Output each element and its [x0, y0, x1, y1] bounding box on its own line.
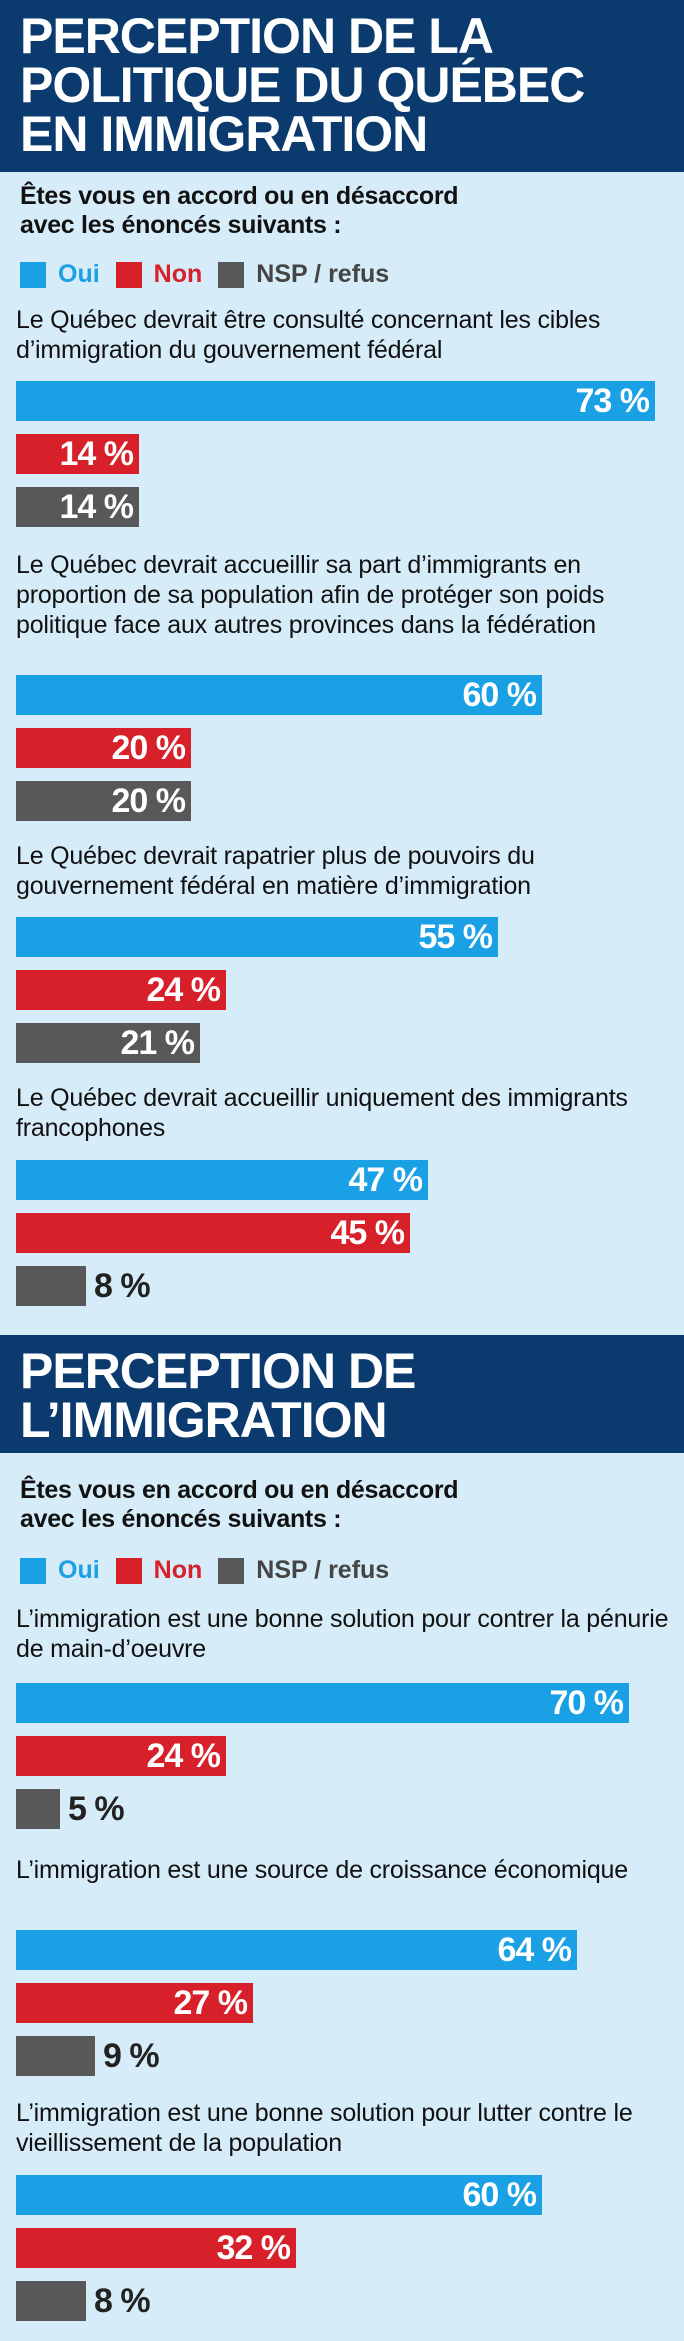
legend-label-nsp-refus: NSP / refus [256, 260, 390, 288]
data-label-nsp-refus: 14 % [59, 488, 134, 526]
data-label-oui: 73 % [575, 382, 650, 420]
title-line: L’IMMIGRATION [20, 1392, 388, 1448]
question-prompt: Êtes vous en accord ou en désaccord avec … [20, 1476, 459, 1534]
bar-nsp-refus [16, 1266, 86, 1306]
data-label-nsp-refus: 5 % [68, 1790, 125, 1828]
legend-swatch-non [115, 1557, 142, 1584]
bar-non: 24 % [16, 1736, 226, 1776]
data-label-non: 32 % [216, 2229, 291, 2267]
question-text: L’immigration est une bonne solution pou… [16, 1605, 669, 1663]
question-prompt: Êtes vous en accord ou en désaccord avec … [20, 182, 459, 240]
bar-nsp-refus: 14 % [16, 487, 139, 527]
section-title: PERCEPTION DE LA POLITIQUE DU QUÉBEC EN IM… [0, 0, 684, 172]
legend: Oui Non NSP / refus [20, 1556, 405, 1585]
data-label-oui: 47 % [348, 1161, 423, 1199]
bar-non: 20 % [16, 728, 191, 768]
legend: Oui Non NSP / refus [20, 260, 405, 289]
data-label-nsp-refus: 20 % [111, 782, 186, 820]
legend-swatch-oui [20, 1557, 46, 1584]
legend-label-oui: Oui [58, 260, 100, 288]
legend-swatch-nsp-refus [218, 1557, 245, 1584]
bar-non: 45 % [16, 1213, 410, 1253]
bar-nsp-refus [16, 2281, 86, 2321]
title-line: POLITIQUE DU QUÉBEC [20, 57, 585, 113]
bar-nsp-refus [16, 1789, 60, 1829]
data-label-oui: 60 % [462, 676, 537, 714]
question-text: Le Québec devrait accueillir uniquement … [16, 1084, 628, 1142]
prompt-line: Êtes vous en accord ou en désaccord [20, 182, 459, 210]
bar-oui: 73 % [16, 381, 655, 421]
data-label-oui: 55 % [418, 918, 493, 956]
bar-oui: 64 % [16, 1930, 577, 1970]
prompt-line: Êtes vous en accord ou en désaccord [20, 1476, 459, 1504]
data-label-nsp-refus: 8 % [94, 2282, 151, 2320]
data-label-oui: 64 % [497, 1931, 572, 1969]
data-label-non: 20 % [111, 729, 186, 767]
bar-non: 32 % [16, 2228, 296, 2268]
legend-swatch-non [115, 261, 142, 288]
legend-swatch-nsp-refus [218, 261, 245, 288]
legend-label-oui: Oui [58, 1556, 100, 1584]
title-line: PERCEPTION DE [20, 1343, 416, 1399]
prompt-line: avec les énoncés suivants : [20, 1505, 342, 1533]
bar-oui: 60 % [16, 675, 542, 715]
bar-oui: 60 % [16, 2175, 542, 2215]
data-label-nsp-refus: 9 % [103, 2037, 160, 2075]
question-text: L’immigration est une source de croissan… [16, 1856, 628, 1884]
data-label-oui: 70 % [549, 1684, 624, 1722]
question-text: Le Québec devrait rapatrier plus de pouv… [16, 842, 535, 900]
bar-nsp-refus [16, 2036, 95, 2076]
legend-label-non: Non [153, 260, 203, 288]
data-label-nsp-refus: 8 % [94, 1267, 151, 1305]
question-text: Le Québec devrait être consulté concerna… [16, 306, 601, 364]
title-line: EN IMMIGRATION [20, 106, 428, 162]
bar-oui: 70 % [16, 1683, 629, 1723]
section-title: PERCEPTION DE L’IMMIGRATION [0, 1335, 684, 1453]
data-label-non: 27 % [173, 1984, 248, 2022]
bar-oui: 55 % [16, 917, 498, 957]
prompt-line: avec les énoncés suivants : [20, 211, 342, 239]
legend-swatch-oui [20, 261, 46, 288]
bar-oui: 47 % [16, 1160, 428, 1200]
legend-label-non: Non [153, 1556, 203, 1584]
legend-label-nsp-refus: NSP / refus [256, 1556, 390, 1584]
bar-non: 24 % [16, 970, 226, 1010]
data-label-non: 45 % [330, 1214, 405, 1252]
title-line: PERCEPTION DE LA [20, 8, 494, 64]
data-label-non: 14 % [59, 435, 134, 473]
question-text: Le Québec devrait accueillir sa part d’i… [16, 551, 605, 639]
data-label-nsp-refus: 21 % [120, 1024, 195, 1062]
bar-non: 14 % [16, 434, 139, 474]
data-label-oui: 60 % [462, 2176, 537, 2214]
data-label-non: 24 % [146, 1737, 221, 1775]
question-text: L’immigration est une bonne solution pou… [16, 2099, 633, 2157]
bar-nsp-refus: 20 % [16, 781, 191, 821]
bar-non: 27 % [16, 1983, 253, 2023]
bar-nsp-refus: 21 % [16, 1023, 200, 1063]
data-label-non: 24 % [146, 971, 221, 1009]
